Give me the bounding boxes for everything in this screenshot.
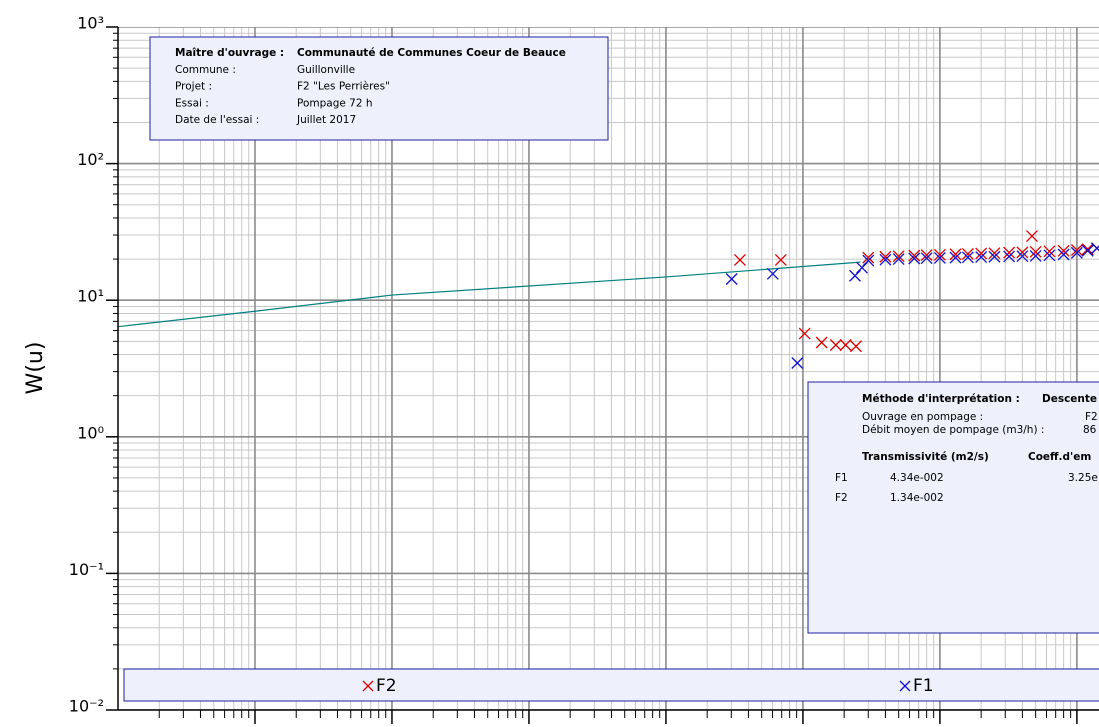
data-point [908, 252, 921, 265]
data-point [1003, 246, 1016, 259]
project-info: Maître d'ouvrage : Communauté de Communes… [175, 47, 566, 126]
data-point [774, 254, 787, 266]
data-point [920, 252, 933, 265]
grid [118, 27, 1099, 710]
info-value: F2 "Les Perrières" [297, 81, 390, 93]
data-point [1029, 249, 1042, 262]
data-point [975, 247, 988, 260]
data-point [829, 339, 842, 351]
data-point [933, 248, 946, 261]
data-point [908, 249, 921, 262]
data-point [892, 253, 905, 266]
data-point [988, 247, 1001, 260]
legend-marker [899, 680, 911, 692]
data-point [1016, 246, 1029, 259]
axes: 10⁻² 10⁻¹ 10⁰ 10¹ 10² 10³ [69, 14, 1078, 724]
y-tick-label: 10¹ [77, 287, 104, 306]
data-point [961, 248, 974, 260]
data-point [798, 327, 811, 340]
data-point [975, 251, 988, 263]
info-value: Juillet 2017 [296, 114, 356, 126]
method-info: Méthode d'interprétation : Descente Ouvrag… [835, 393, 1098, 504]
data-point [933, 251, 946, 264]
theis-curve [118, 261, 861, 328]
method-row-value: F2 [1085, 411, 1098, 423]
data-point [733, 254, 746, 266]
data-point [892, 250, 905, 263]
data-point [1090, 242, 1099, 255]
data-point [879, 250, 892, 263]
data-point [879, 253, 892, 266]
results-cell: 4.34e-002 [890, 472, 944, 484]
legend-label: F1 [913, 676, 934, 696]
info-value: Communauté de Communes Coeur de Beauce [297, 47, 566, 59]
data-point [1057, 244, 1070, 257]
data-point [949, 251, 962, 264]
data-point [1057, 248, 1070, 261]
legend-marker [362, 680, 374, 692]
data-point [862, 254, 875, 267]
results-cell: F2 [835, 492, 848, 504]
data-point [1043, 245, 1056, 258]
info-label: Essai : [175, 97, 209, 109]
data-point [839, 339, 852, 351]
data-point [1029, 245, 1042, 258]
data-point [862, 251, 875, 264]
y-tick-label: 10³ [77, 14, 104, 33]
data-point [849, 269, 861, 282]
y-tick-label: 10⁻¹ [69, 560, 104, 579]
data-point [815, 336, 828, 349]
data-point [1016, 250, 1029, 263]
results-cell: 3.25e [1068, 472, 1098, 484]
results-cell: F1 [835, 472, 848, 484]
legend-label: F2 [376, 676, 397, 696]
data-point [850, 340, 862, 353]
results-header: Transmissivité (m2/s) [862, 451, 989, 463]
data-point [766, 267, 779, 280]
method-row-value: 86 [1083, 424, 1097, 436]
data-point [1043, 249, 1056, 262]
info-label: Maître d'ouvrage : [175, 47, 284, 59]
info-value: Guillonville [297, 64, 355, 76]
legend-box [123, 668, 1099, 702]
data-point [791, 357, 804, 369]
info-label: Date de l'essai : [175, 114, 259, 126]
y-tick-label: 10⁻² [69, 697, 104, 716]
data-point [988, 250, 1001, 263]
data-point [949, 248, 962, 261]
y-tick-label: 10⁰ [77, 423, 104, 442]
data-point [920, 249, 933, 262]
method-value: Descente [1042, 393, 1097, 405]
data-point [1081, 244, 1094, 257]
results-header: Coeff.d'em [1028, 451, 1091, 463]
method-label: Méthode d'interprétation : [862, 393, 1020, 405]
results-cell: 1.34e-002 [890, 492, 944, 504]
info-label: Projet : [175, 81, 212, 93]
data-point [725, 273, 738, 285]
method-row-label: Ouvrage en pompage : [862, 411, 983, 423]
data-point [1003, 250, 1016, 263]
data-point [961, 251, 974, 264]
legend: F2 F1 [362, 676, 934, 696]
marks [118, 230, 1099, 369]
data-point [1026, 230, 1038, 242]
project-box [149, 36, 609, 141]
data-point [1070, 244, 1083, 256]
y-tick-label: 10² [77, 150, 104, 169]
info-label: Commune : [175, 64, 236, 76]
method-row-label: Débit moyen de pompage (m3/h) : [862, 424, 1044, 436]
method-box [807, 381, 1099, 634]
info-value: Pompage 72 h [297, 97, 373, 109]
data-point [1070, 246, 1083, 259]
y-axis-label: W(u) [23, 342, 48, 395]
